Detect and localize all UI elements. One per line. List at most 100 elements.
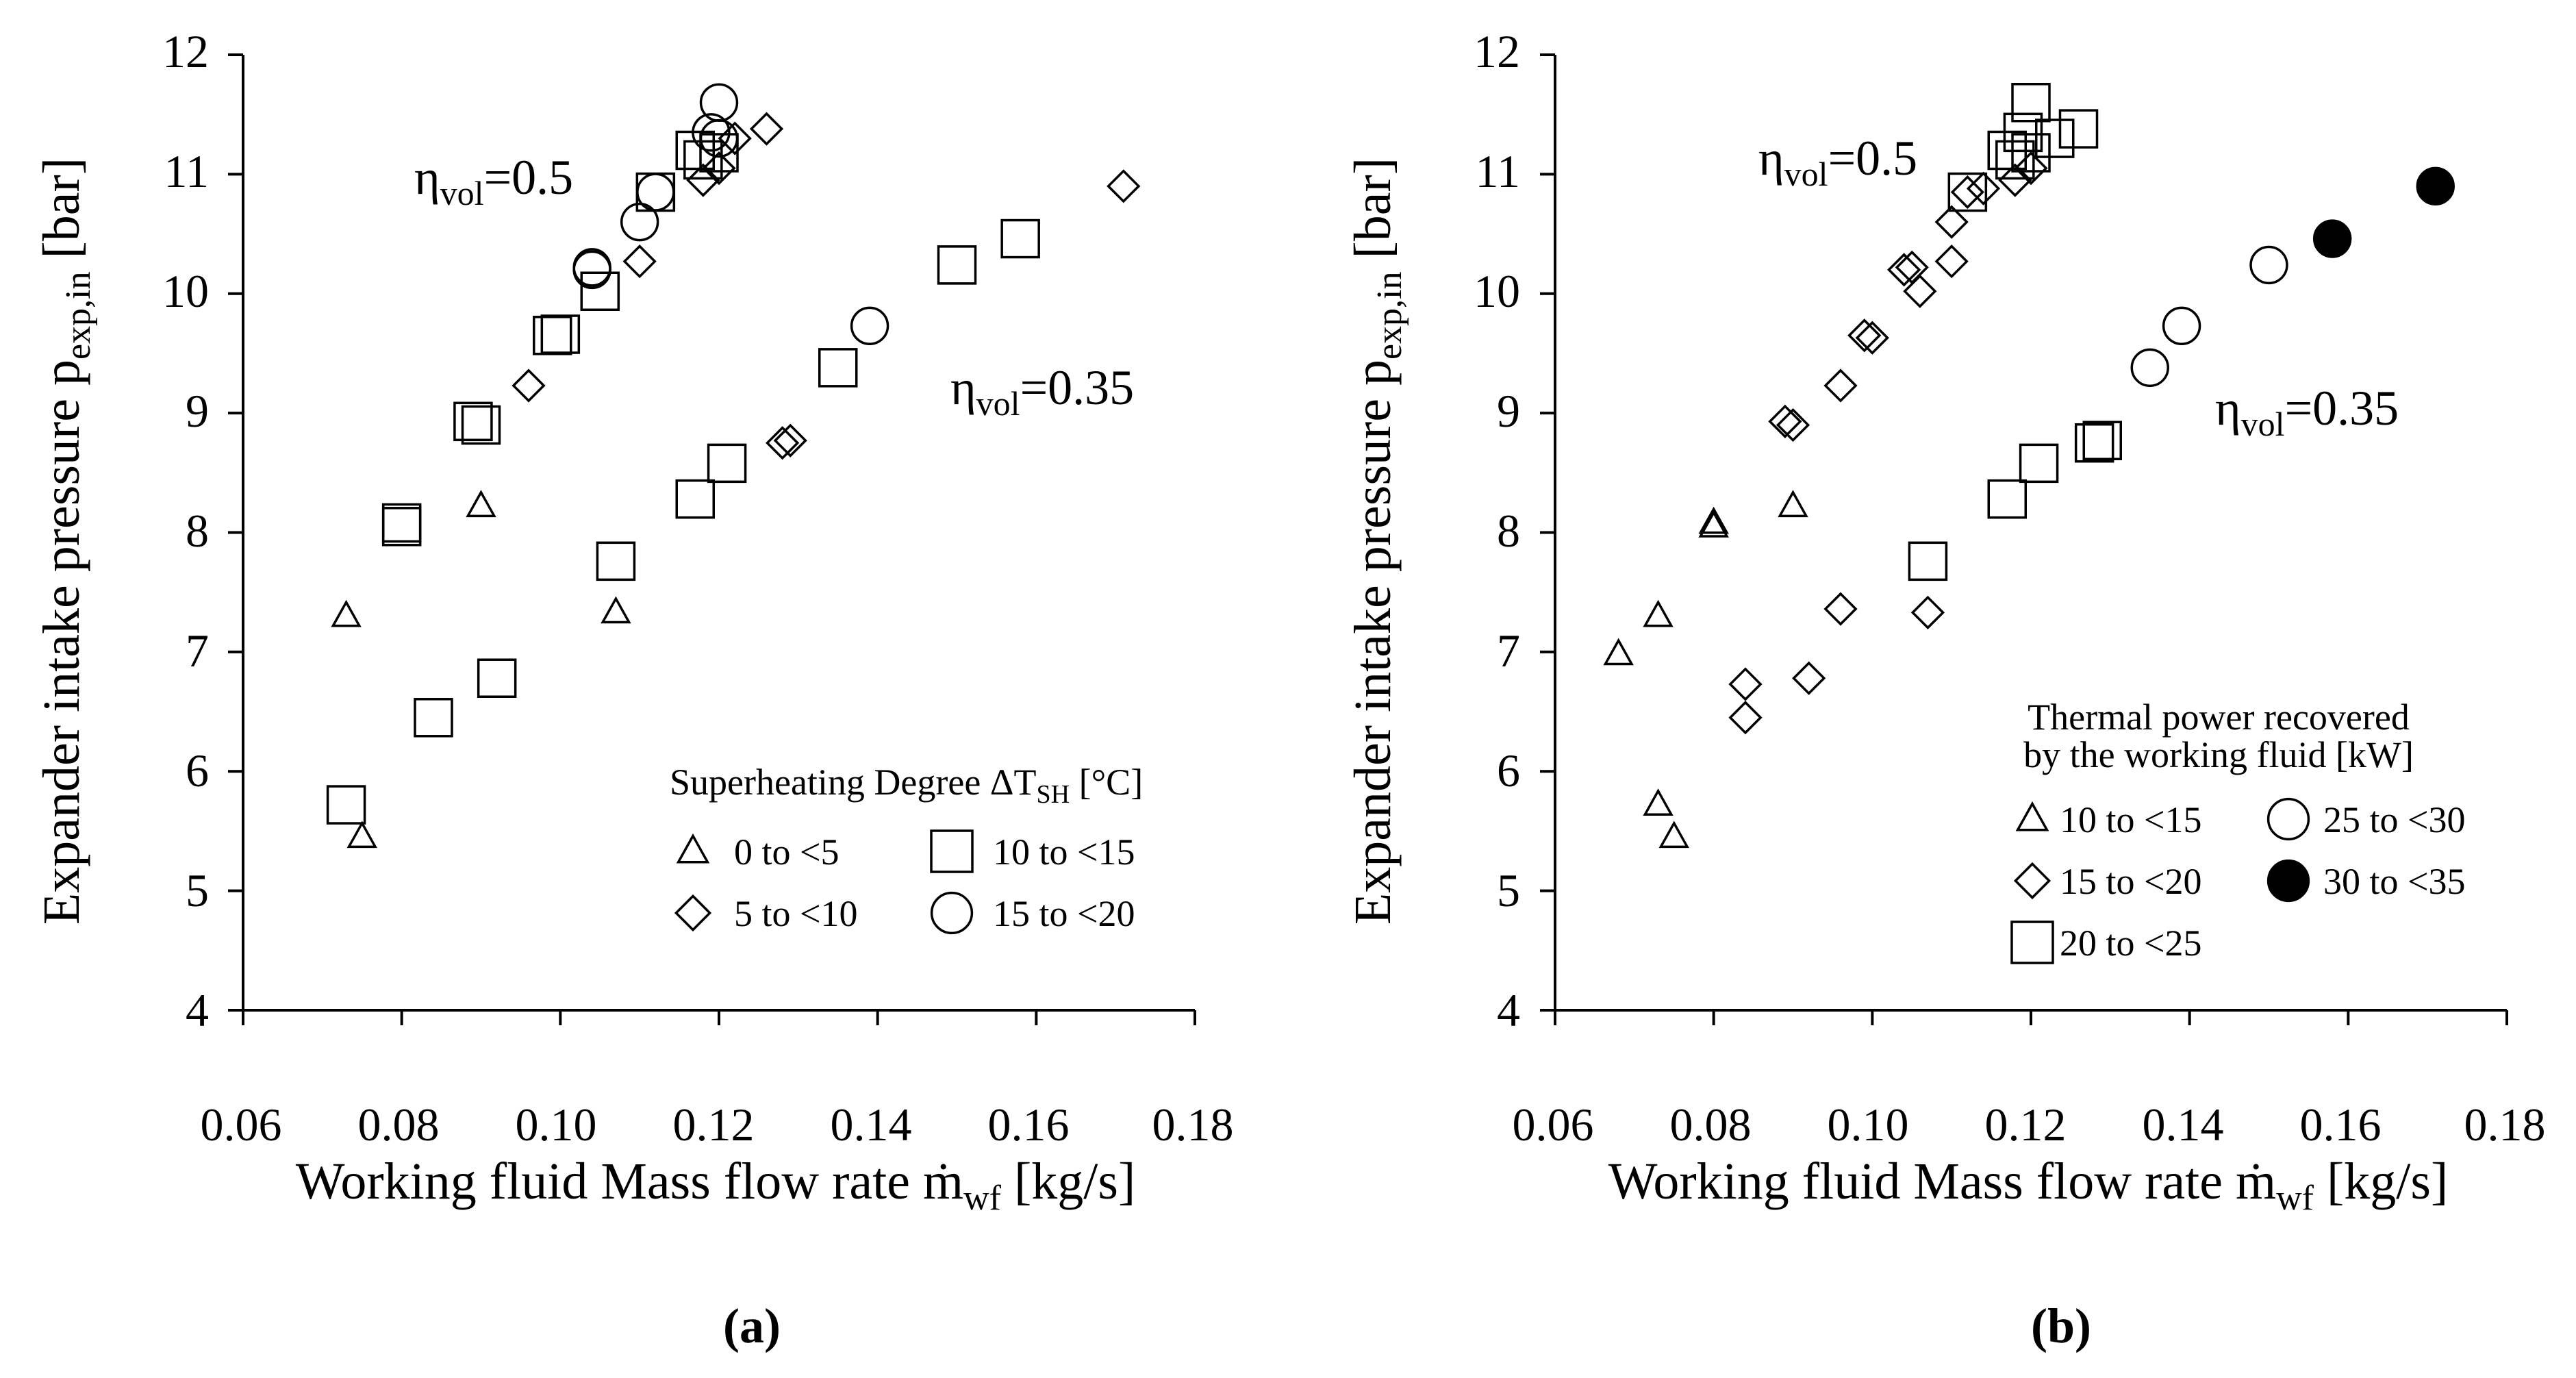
panel-a-point-square — [683, 140, 723, 180]
panel-a-xtick-0.06: 0.06 — [201, 1099, 282, 1151]
panel-b-legend-label-2: 15 to <20 — [2060, 861, 2201, 902]
panel-a-ylabel: Expander intake pressure pexp,in [bar] — [33, 158, 98, 925]
panel-b-point-square — [2011, 133, 2051, 173]
panel-b-point-circle-filled — [2312, 219, 2352, 258]
panel-a-ytick-10: 10 — [162, 265, 209, 317]
panel-a: Expander intake pressure pexp,in [bar] W… — [33, 25, 1234, 1353]
panel-a-legend-label-0: 0 to <5 — [734, 831, 839, 873]
panel-b-point-diamond — [1934, 205, 1969, 239]
panel-a-ytick-9: 9 — [186, 385, 209, 437]
panel-b-xtick-0.18: 0.18 — [2464, 1099, 2546, 1151]
panel-a-legend-marker-square — [930, 829, 974, 873]
panel-a-ytick-6: 6 — [186, 744, 209, 797]
panel-b-point-diamond — [1910, 595, 1945, 629]
panel-b-point-diamond — [1823, 592, 1858, 626]
panel-a-point-triangle — [331, 599, 362, 627]
panel-a-point-diamond — [512, 368, 546, 403]
panel-b-point-diamond — [1950, 175, 1984, 210]
panel-a-legend-label-2: 5 to <10 — [734, 893, 857, 934]
panel-a-point-square — [477, 658, 517, 698]
panel-a-xtick-0.12: 0.12 — [673, 1099, 755, 1151]
panel-a-annotation-eta-035: ηvol=0.35 — [950, 360, 1134, 423]
panel-b-legend-label-0: 10 to <15 — [2060, 799, 2201, 840]
panel-a-legend-markers — [674, 829, 974, 935]
panel-b-ytick-7: 7 — [1497, 625, 1520, 677]
panel-b-xtick-0.14: 0.14 — [2143, 1099, 2224, 1151]
panel-a-xtick-0.16: 0.16 — [988, 1099, 1070, 1151]
panel-a-point-diamond — [766, 426, 800, 460]
panel-a-point-square — [540, 314, 581, 354]
panel-b-point-diamond — [1966, 171, 2001, 205]
panel-a-ytick-11: 11 — [164, 145, 209, 197]
panel-b-points — [1603, 83, 2455, 849]
panel-a-point-square — [414, 698, 453, 738]
panel-b-legend-marker-triangle — [2015, 801, 2049, 831]
panel-b-legend-marker-circle-filled — [2266, 859, 2310, 903]
panel-b-point-square — [2003, 112, 2043, 153]
panel-b-label: (b) — [2031, 1299, 2091, 1353]
panel-b-xtick-0.06: 0.06 — [1513, 1099, 1594, 1151]
panel-b-point-triangle — [1778, 490, 1808, 518]
panel-a-point-square — [326, 785, 366, 825]
panel-b-legend-label-1: 25 to <30 — [2323, 799, 2465, 840]
panel-b-legend-label-4: 20 to <25 — [2060, 923, 2201, 964]
panel-b-ytick-8: 8 — [1497, 505, 1520, 557]
panel-b-ytick-10: 10 — [1474, 265, 1520, 317]
panel-b-legend-marker-circle — [2266, 797, 2310, 841]
panel-b-point-diamond — [1855, 321, 1889, 355]
panel-b-point-triangle — [1643, 788, 1674, 816]
panel-b-point-circle-filled — [2416, 166, 2455, 206]
panel-a-ytick-5: 5 — [186, 864, 209, 916]
panel-b-point-diamond — [1792, 661, 1826, 695]
panel-b-point-triangle — [1658, 820, 1689, 849]
panel-b-point-diamond — [1847, 318, 1882, 353]
panel-b-yticks: 4 5 6 7 8 9 10 11 12 — [1474, 25, 1520, 1036]
panel-b-xticks: 0.06 0.08 0.10 0.12 0.14 0.16 0.18 — [1513, 1099, 2546, 1151]
panel-a-xtick-0.18: 0.18 — [1152, 1099, 1234, 1151]
panel-a-ytick-7: 7 — [186, 625, 209, 677]
panel-a-point-square — [818, 348, 858, 388]
panel-b-xtick-0.08: 0.08 — [1670, 1099, 1752, 1151]
panel-a-point-square — [533, 316, 572, 355]
panel-b-point-circle — [2162, 306, 2201, 346]
panel-a-point-circle — [572, 250, 611, 290]
panel-a-xtick-0.14: 0.14 — [831, 1099, 912, 1151]
panel-a-xlabel: Working fluid Mass flow rate ṁwf [kg/s] — [296, 1153, 1136, 1218]
panel-b-point-triangle — [1643, 599, 1674, 627]
panel-a-legend-label-3: 15 to <20 — [993, 893, 1135, 934]
panel-b-point-diamond — [1768, 404, 1802, 438]
panel-b-point-diamond — [2014, 151, 2048, 186]
panel-a-point-circle — [692, 113, 731, 152]
panel-a-point-circle — [850, 306, 889, 346]
panel-b-point-square — [2011, 83, 2051, 123]
panel-b-ytick-4: 4 — [1497, 984, 1520, 1036]
panel-b-xtick-0.16: 0.16 — [2300, 1099, 2382, 1151]
panel-a-legend: Superheating Degree ΔTSH [°C] 0 to <5 10… — [670, 762, 1143, 935]
panel-a-point-diamond — [773, 423, 807, 458]
panel-b-xtick-0.10: 0.10 — [1828, 1099, 1909, 1151]
panel-b-legend-marker-square — [2010, 920, 2054, 964]
panel-b-point-square — [1995, 140, 2035, 180]
panel-b-legend-label-3: 30 to <35 — [2323, 861, 2465, 902]
panel-b-xlabel: Working fluid Mass flow rate ṁwf [kg/s] — [1608, 1153, 2449, 1218]
panel-b-point-square — [2035, 118, 2075, 158]
panel-a-yticks: 4 5 6 7 8 9 10 11 12 — [162, 25, 209, 1036]
panel-a-point-square — [596, 541, 636, 581]
panel-a-label: (a) — [723, 1299, 781, 1353]
panel-b-point-circle — [2249, 245, 2288, 285]
panel-a-point-circle — [620, 202, 659, 242]
panel-b-ytick-9: 9 — [1497, 385, 1520, 437]
panel-b-point-square — [1908, 541, 1948, 581]
panel-b-legend: Thermal power recovered by the working f… — [2010, 697, 2465, 964]
panel-a-point-diamond — [686, 163, 720, 197]
panel-b-point-circle — [2130, 348, 2169, 388]
panel-a-ytick-4: 4 — [186, 984, 209, 1036]
panel-a-xtick-0.10: 0.10 — [516, 1099, 597, 1151]
panel-a-xtick-0.08: 0.08 — [358, 1099, 440, 1151]
panel-a-point-circle — [572, 248, 611, 287]
panel-a-point-square — [1000, 218, 1040, 259]
panel-a-point-triangle — [346, 820, 377, 849]
panel-a-xticks: 0.06 0.08 0.10 0.12 0.14 0.16 0.18 — [201, 1099, 1234, 1151]
panel-a-legend-label-1: 10 to <15 — [993, 831, 1135, 873]
